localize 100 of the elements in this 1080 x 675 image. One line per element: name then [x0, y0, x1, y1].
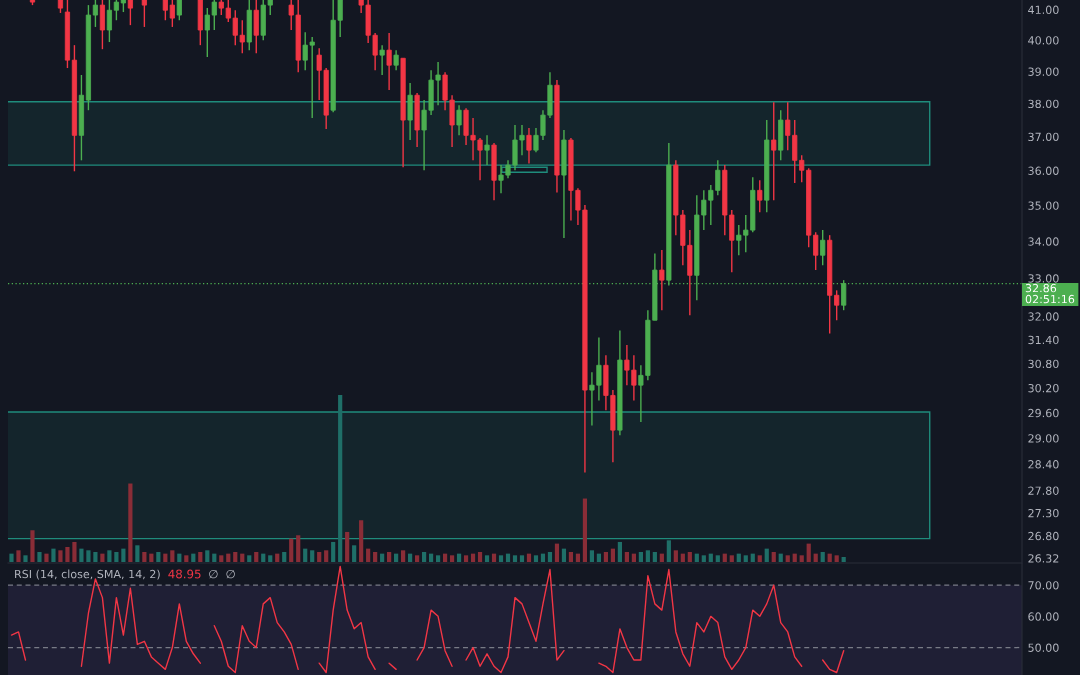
- annotation: ∅: [226, 569, 235, 579]
- bar: [757, 555, 762, 562]
- bar: [666, 540, 671, 562]
- bar: [205, 550, 210, 562]
- bar: [303, 548, 308, 562]
- bar: [310, 550, 315, 562]
- bar: [589, 550, 595, 562]
- bar: [834, 555, 839, 562]
- bar: [729, 555, 734, 562]
- bar: [778, 553, 783, 562]
- bar: [428, 553, 434, 562]
- candlestick: [176, 0, 182, 21]
- bar: [638, 551, 643, 562]
- bar: [561, 548, 567, 562]
- bar: [324, 550, 329, 562]
- bar: [694, 553, 699, 562]
- bar: [449, 555, 455, 562]
- bar: [226, 553, 231, 562]
- bar: [135, 545, 140, 562]
- bar: [121, 548, 126, 562]
- bar: [44, 553, 49, 562]
- bar: [617, 541, 622, 562]
- y-tick-label: 37.00: [1028, 132, 1059, 142]
- bar: [470, 553, 476, 562]
- bar: [596, 553, 602, 562]
- bar: [498, 555, 504, 562]
- bar: [65, 546, 70, 562]
- bar: [345, 531, 350, 562]
- candlestick: [659, 249, 665, 311]
- y-tick-label: 26.80: [1028, 531, 1059, 541]
- y-tick-label: 29.00: [1028, 434, 1059, 443]
- bar: [652, 551, 657, 562]
- bar: [680, 553, 685, 562]
- bar: [142, 551, 147, 562]
- bar: [631, 553, 636, 562]
- bar: [79, 548, 84, 562]
- y-tick-label: 29.60: [1028, 408, 1059, 418]
- bar: [701, 555, 706, 562]
- y-tick-label: 28.40: [1028, 460, 1059, 469]
- bar: [317, 551, 322, 562]
- bar: [352, 545, 357, 562]
- bar: [568, 551, 574, 562]
- candlestick: [393, 49, 399, 71]
- bar: [540, 553, 546, 562]
- bar: [715, 555, 720, 562]
- bar: [331, 541, 336, 562]
- bar: [785, 555, 790, 562]
- candlestick: [379, 44, 385, 76]
- bar: [841, 556, 846, 562]
- y-tick-label: 32.00: [1028, 312, 1059, 321]
- bar: [687, 551, 692, 562]
- candlestick: [526, 127, 532, 165]
- bar: [93, 551, 98, 562]
- bar: [184, 555, 189, 562]
- bar: [505, 553, 511, 562]
- y-tick-label: 41.00: [1028, 5, 1059, 14]
- bar: [526, 553, 532, 562]
- candlestick: [141, 0, 147, 28]
- candlestick: [386, 32, 392, 91]
- bar: [72, 541, 77, 562]
- bar: [16, 550, 21, 562]
- bar: [533, 555, 539, 562]
- bar: [575, 553, 581, 562]
- bar: [484, 555, 490, 562]
- y-tick-label: 26.32: [1028, 554, 1059, 563]
- bar: [771, 551, 776, 562]
- candlestick: [127, 0, 133, 26]
- bar: [240, 553, 245, 562]
- bar: [435, 555, 441, 562]
- bar: [254, 551, 259, 562]
- bar: [659, 553, 664, 562]
- y-tick-label: 36.00: [1028, 166, 1059, 175]
- bar: [373, 551, 378, 562]
- bar: [387, 551, 392, 562]
- bar: [603, 551, 609, 562]
- bar: [743, 555, 748, 562]
- bar: [806, 543, 811, 562]
- bar: [380, 553, 385, 562]
- ref-line-label: 32.86: [1025, 283, 1057, 293]
- text: RSI (14, close, SMA, 14, 2): [15, 569, 160, 580]
- candlestick: [162, 0, 168, 21]
- y-tick-label: 27.30: [1028, 508, 1059, 518]
- bar: [610, 548, 615, 562]
- candlestick: [456, 104, 462, 137]
- candlestick: [169, 0, 175, 28]
- bar: [813, 553, 818, 562]
- bar: [163, 553, 168, 562]
- bar: [421, 551, 427, 562]
- bar: [58, 550, 63, 562]
- bar: [827, 553, 832, 562]
- y-tick-label: 60.00: [1028, 612, 1059, 621]
- y-tick-label: 30.20: [1028, 384, 1059, 393]
- bar: [750, 553, 755, 562]
- bar: [442, 553, 448, 562]
- bar: [722, 553, 727, 562]
- y-tick-label: 50.00: [1028, 643, 1059, 652]
- bar: [198, 551, 203, 562]
- bar: [708, 553, 713, 562]
- bar: [296, 535, 301, 562]
- bar: [764, 548, 769, 562]
